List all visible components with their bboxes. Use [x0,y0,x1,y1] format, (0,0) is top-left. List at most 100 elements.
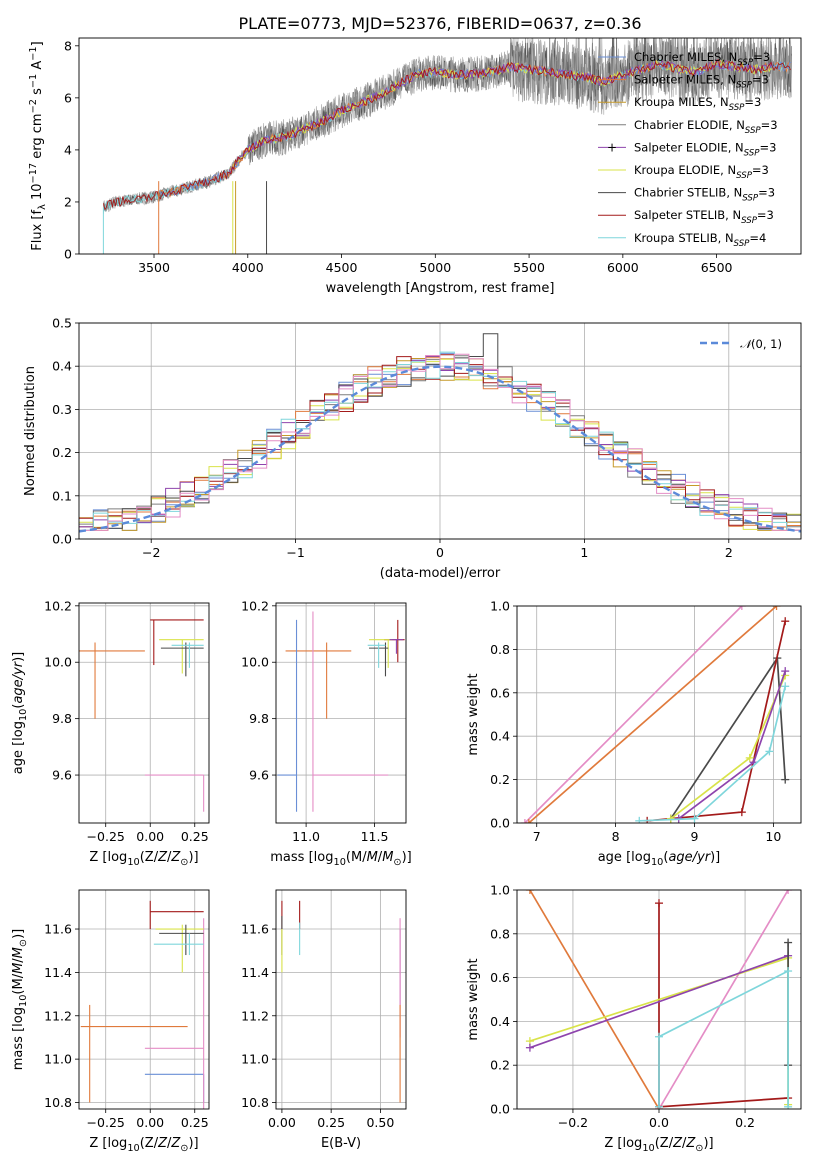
label-part: (Z/ [655,1136,674,1151]
plot-area [277,611,405,812]
tick-label-x: −1 [286,545,304,560]
panel-residual-histogram: −2 −1 0 1 2 0.0 0.1 0.2 0.3 0.4 0.5 (data-model)/er… [23,316,802,581]
label-part: Z [672,1136,683,1151]
weight-line [639,686,787,822]
tick-label-y: 6 [64,90,72,105]
tick-label-x: −0.2 [558,1115,588,1130]
tick-label-x: −0.25 [87,829,125,844]
legend-label: Kroupa ELODIE, NSSP=3 [634,163,769,181]
tick-label-x: 0.00 [136,829,164,844]
tick-label-x: 6000 [607,260,639,275]
label-part: )] [710,850,720,865]
label-part: Z [170,850,181,865]
tick-label-y: 11.4 [44,965,72,980]
y-axis-label: mass [log10(M/M/M⊙)] [11,929,29,1070]
tick-label-x: 0.25 [317,1115,345,1130]
tick-label-y: 0.0 [52,532,72,547]
tick-label-y: 0.3 [52,402,72,417]
axes-frame [516,605,802,824]
label-part: SSP [742,194,759,204]
tick-label-y: 10.2 [241,598,269,613]
label-part: Z [685,1136,696,1151]
label-part: (M/ [346,850,367,865]
label-part: SSP [737,58,754,68]
panel-age-vs-Z: −0.25 0.00 0.259.69.810.010.2Z [log10(Z/Z/… [11,598,210,868]
label-part: 10 [30,183,45,204]
label-part: Kroupa MILES, [634,95,720,109]
label-part: SSP [741,216,758,226]
tick-label-x: 0.25 [181,829,209,844]
tick-label-x: 0.2 [735,1115,755,1130]
label-part: ( [663,850,668,865]
label-part: =3 [759,140,776,154]
axes-frame [275,602,407,824]
axes-frame [78,37,802,255]
tick-label-y: 11.6 [44,922,72,937]
tick-label-x: 11.5 [361,829,389,844]
tick-label-x: 1 [580,545,588,560]
tick-label-y: 9.8 [249,711,269,726]
plot-area [79,333,801,533]
tick-label-x: 11.0 [292,829,320,844]
tick-label-y: 10.2 [44,598,72,613]
plot-area [79,619,205,812]
label-part: N [732,208,741,222]
label-part: SSP [744,148,761,158]
tick-label-y: 9.6 [249,768,269,783]
label-part: N [729,50,738,64]
tick-label-y: 0.2 [52,445,72,460]
label-part: Chabrier ELODIE, [634,118,736,132]
label-part: ( [11,704,26,709]
legend-label: Salpeter MILES, NSSP=3 [634,73,769,91]
label-part: ⊙ [393,857,401,868]
label-part: 10 [18,709,29,721]
label-part: −2 [28,99,39,113]
panel-spectrum: 3500 4000 4500 5000 5500 6000 6500 0 2 4 6 8 wavelen… [28,37,802,296]
label-part: age [ [598,850,631,865]
label-part: Salpeter STELIB, [634,208,732,222]
tick-label-x: −2 [142,545,160,560]
tick-label-y: 11.4 [241,965,269,980]
label-part: λ [37,204,48,210]
tick-label-y: 11.2 [44,1008,72,1023]
weight-line [524,606,743,823]
label-part: Z [ [89,1136,107,1151]
label-part: 10 [333,857,345,868]
tick-label-x: 5000 [419,260,451,275]
label-part: SSP [729,103,746,113]
label-part: (data-model)/error [380,566,501,581]
label-part: Kroupa STELIB, [634,231,725,245]
legend-label: Kroupa MILES, NSSP=3 [634,95,761,113]
tick-label-y: 11.2 [241,1008,269,1023]
legend-label: Salpeter STELIB, NSSP=3 [634,208,774,226]
label-part: log [631,850,651,865]
label-part: (Z/ [140,1136,159,1151]
label-part: M [382,850,393,865]
tick-label-y: 4 [64,142,72,157]
label-part: 10 [642,1143,654,1154]
tick-label-y: 0.4 [52,359,72,374]
plot-area [281,900,401,1103]
label-part: Kroupa ELODIE, [634,163,727,177]
label-part: )] [402,850,412,865]
weight-line [528,606,778,823]
label-part: =4 [749,231,766,245]
tick-label-x: 0.25 [181,1115,209,1130]
label-part: =3 [753,50,770,64]
label-part: Z [157,1136,168,1151]
label-part: mass [ [11,1027,26,1070]
label-part: Salpeter ELODIE, [634,140,735,154]
label-part: log [622,1136,642,1151]
tick-label-x: 10 [765,829,781,844]
y-axis-label: Normed distribution [23,366,38,496]
tick-label-x: 0.50 [366,1115,394,1130]
legend-label: Kroupa STELIB, NSSP=4 [634,231,766,249]
tick-label-y: 11.6 [241,922,269,937]
label-part: / [167,850,172,865]
label-part: E(B-V) [321,1136,361,1151]
label-part: Z [ [89,850,107,865]
label-part: SSP [734,239,751,249]
tick-label-y: 9.8 [52,711,72,726]
axes-frame [516,889,802,1110]
label-part: age [ [11,741,26,774]
